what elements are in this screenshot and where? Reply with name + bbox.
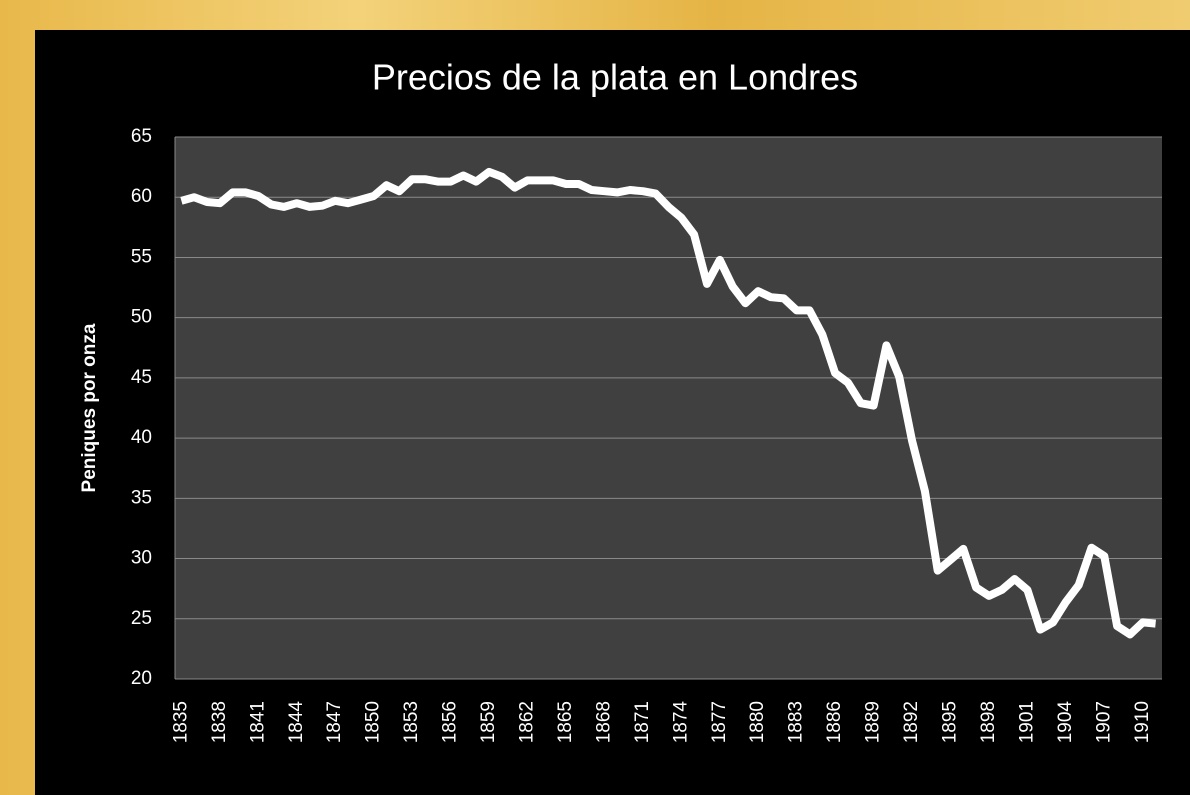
x-tick-label: 1883 [786,701,807,743]
x-tick-label: 1847 [324,701,345,743]
x-tick-label: 1898 [978,701,999,743]
x-tick-label: 1874 [670,701,691,744]
y-tick-label: 50 [131,307,152,328]
x-tick-label: 1865 [555,701,576,743]
x-tick-label: 1892 [901,701,922,743]
line-series [180,167,1156,639]
y-tick-label: 25 [131,608,152,629]
x-tick-label: 1859 [478,701,499,743]
chart-title: Precios de la plata en Londres [372,57,858,98]
y-tick-label: 55 [131,246,152,267]
x-tick-label: 1835 [170,701,191,743]
y-tick-label: 35 [131,487,152,508]
x-tick-label: 1895 [940,701,961,743]
x-tick-label: 1901 [1016,701,1037,743]
x-tick-label: 1841 [247,701,268,743]
x-tick-label: 1907 [1093,701,1114,743]
y-axis-label: Peniques por onza [79,323,100,492]
x-tick-label: 1889 [863,701,884,743]
x-tick-label: 1853 [401,701,422,743]
y-tick-label: 40 [131,427,152,448]
y-tick-label: 45 [131,367,152,388]
x-tick-label: 1856 [440,701,461,743]
plot-area [175,137,1162,679]
x-tick-label: 1844 [286,701,307,744]
x-tick-label: 1910 [1132,701,1153,743]
y-tick-label: 20 [131,668,152,689]
y-tick-label: 30 [131,548,152,569]
y-tick-label: 60 [131,186,152,207]
x-tick-label: 1868 [593,701,614,743]
x-tick-label: 1880 [747,701,768,743]
x-tick-label: 1877 [709,701,730,743]
x-tick-label: 1838 [209,701,230,743]
x-tick-label: 1850 [363,701,384,743]
x-tick-label: 1904 [1055,701,1076,744]
x-tick-label: 1871 [632,701,653,743]
x-tick-label: 1886 [824,701,845,743]
x-tick-label: 1862 [517,701,538,743]
y-tick-label: 65 [131,126,152,147]
